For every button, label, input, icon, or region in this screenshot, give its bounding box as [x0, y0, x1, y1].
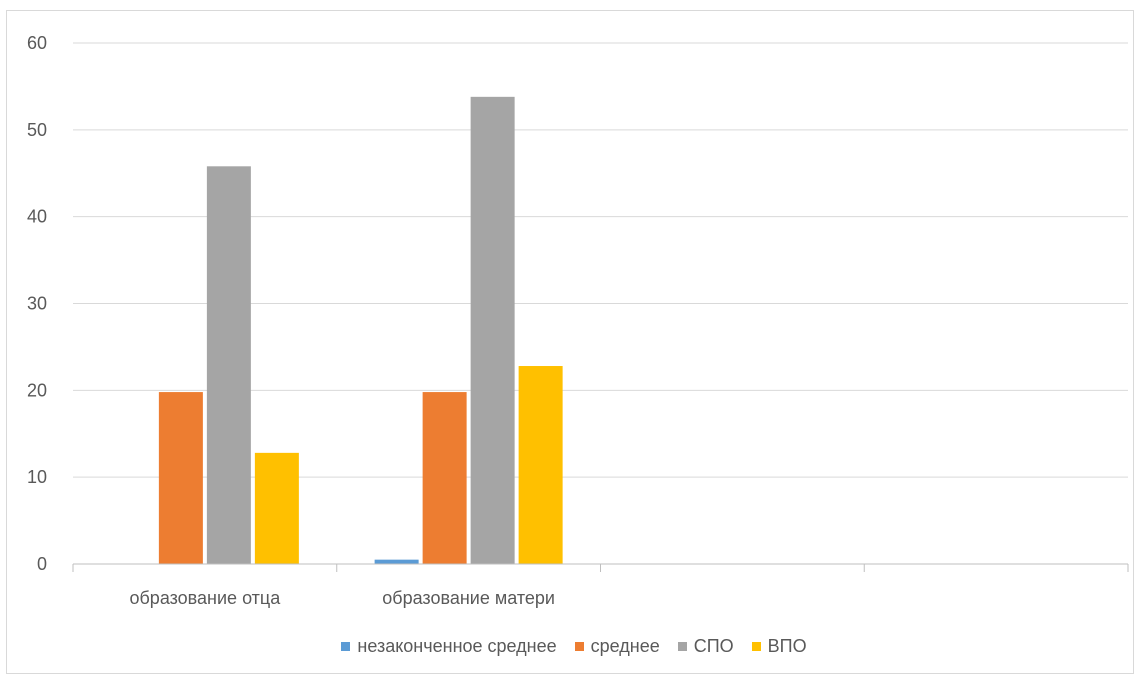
legend-item: незаконченное среднее: [341, 636, 557, 657]
y-tick-label: 10: [27, 467, 47, 487]
bar: [470, 96, 515, 564]
legend-swatch: [751, 642, 761, 651]
y-tick-label: 50: [27, 120, 47, 140]
legend-swatch: [574, 642, 584, 651]
bar: [254, 452, 299, 564]
legend-label: СПО: [693, 636, 734, 656]
legend-label: среднее: [590, 636, 660, 656]
bar: [422, 392, 467, 564]
legend-item: ВПО: [751, 636, 807, 657]
axes: 0 10 20 30 40 50 60 образование отца образование…: [27, 33, 1129, 608]
y-tick-label: 30: [27, 294, 47, 314]
legend-item: СПО: [677, 636, 734, 657]
legend-swatch: [341, 642, 351, 651]
bar: [374, 559, 419, 564]
legend-label: незаконченное среднее: [357, 636, 557, 656]
legend-item: среднее: [574, 636, 660, 657]
bar: [158, 392, 203, 564]
y-tick-label: 40: [27, 207, 47, 227]
bar: [518, 366, 563, 564]
y-tick-label: 0: [37, 554, 47, 574]
y-tick-label: 20: [27, 380, 47, 400]
bar: [206, 166, 251, 564]
y-tick-label: 60: [27, 33, 47, 53]
x-category-label: образование матери: [382, 588, 555, 608]
legend: незаконченное среднее среднее СПО ВПО: [0, 636, 1148, 657]
legend-swatch: [677, 642, 687, 651]
bars: [158, 96, 563, 564]
x-category-label: образование отца: [129, 588, 281, 608]
legend-label: ВПО: [767, 636, 807, 656]
